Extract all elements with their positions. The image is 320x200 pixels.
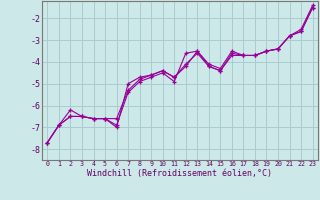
- X-axis label: Windchill (Refroidissement éolien,°C): Windchill (Refroidissement éolien,°C): [87, 169, 273, 178]
